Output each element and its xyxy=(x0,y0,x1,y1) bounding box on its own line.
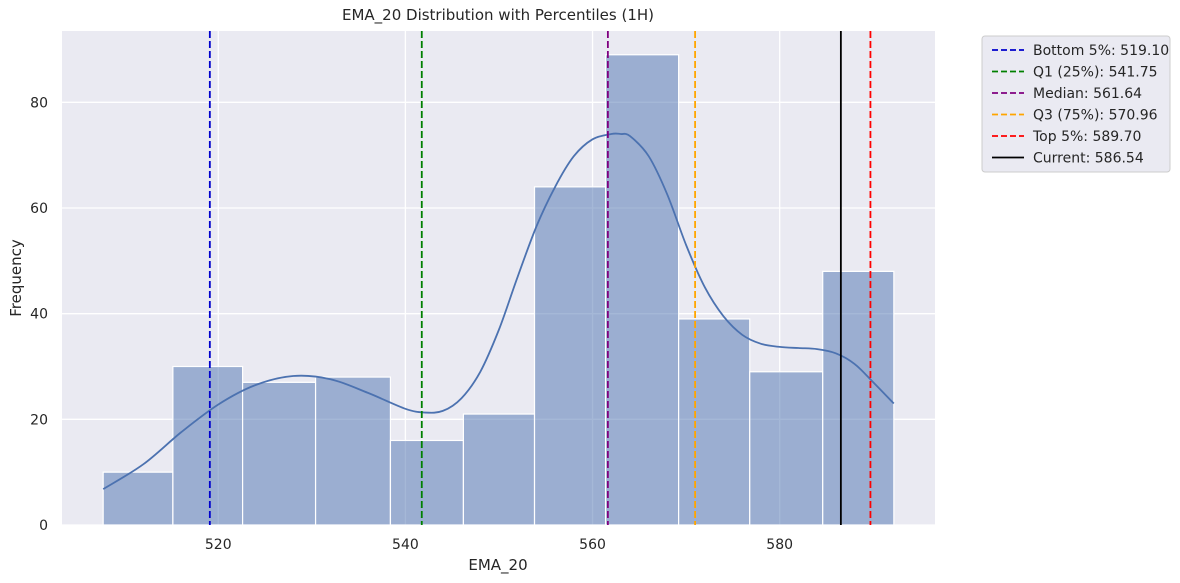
histogram-bar xyxy=(462,413,536,526)
x-tick-label: 560 xyxy=(579,537,606,553)
x-tick-label: 520 xyxy=(205,537,232,553)
x-tick-label: 580 xyxy=(766,537,793,553)
histogram-bar xyxy=(172,365,244,526)
histogram-bar xyxy=(102,471,174,526)
y-tick-label: 20 xyxy=(30,412,48,428)
histogram-bar xyxy=(241,381,317,526)
legend: Bottom 5%: 519.10 Q1 (25%): 541.75 Median:… xyxy=(981,35,1171,173)
legend-label: Current: 586.54 xyxy=(1033,151,1144,167)
y-tick-label: 40 xyxy=(30,307,48,323)
histogram-bars xyxy=(102,54,895,526)
histogram-bar xyxy=(822,270,895,526)
histogram-bar xyxy=(605,54,680,526)
kde-curve xyxy=(102,132,895,490)
x-tick-label: 540 xyxy=(392,537,419,553)
legend-label: Q1 (25%): 541.75 xyxy=(1033,65,1158,81)
legend-label: Median: 561.64 xyxy=(1033,86,1142,102)
x-axis-label: EMA_20 xyxy=(468,556,527,575)
y-tick-label: 0 xyxy=(39,518,48,534)
legend-label: Q3 (75%): 570.96 xyxy=(1033,108,1158,124)
histogram-bar xyxy=(678,318,751,526)
legend-label: Top 5%: 589.70 xyxy=(1032,129,1141,145)
legend-label: Bottom 5%: 519.10 xyxy=(1033,43,1169,59)
y-tick-label: 60 xyxy=(30,201,48,217)
histogram-bar xyxy=(314,376,392,526)
y-axis-label: Frequency xyxy=(7,239,25,317)
percentile-lines xyxy=(208,31,872,525)
histogram-bar xyxy=(533,186,607,526)
y-tick-label: 80 xyxy=(30,95,48,111)
histogram-bar xyxy=(389,439,465,526)
legend-box xyxy=(981,35,1171,173)
kde-curve-group xyxy=(102,132,895,490)
chart-title: EMA_20 Distribution with Percentiles (1H… xyxy=(342,6,654,25)
histogram-bar xyxy=(749,371,824,526)
tick-labels: 520 540 560 580 0 20 40 60 80 xyxy=(30,95,793,553)
